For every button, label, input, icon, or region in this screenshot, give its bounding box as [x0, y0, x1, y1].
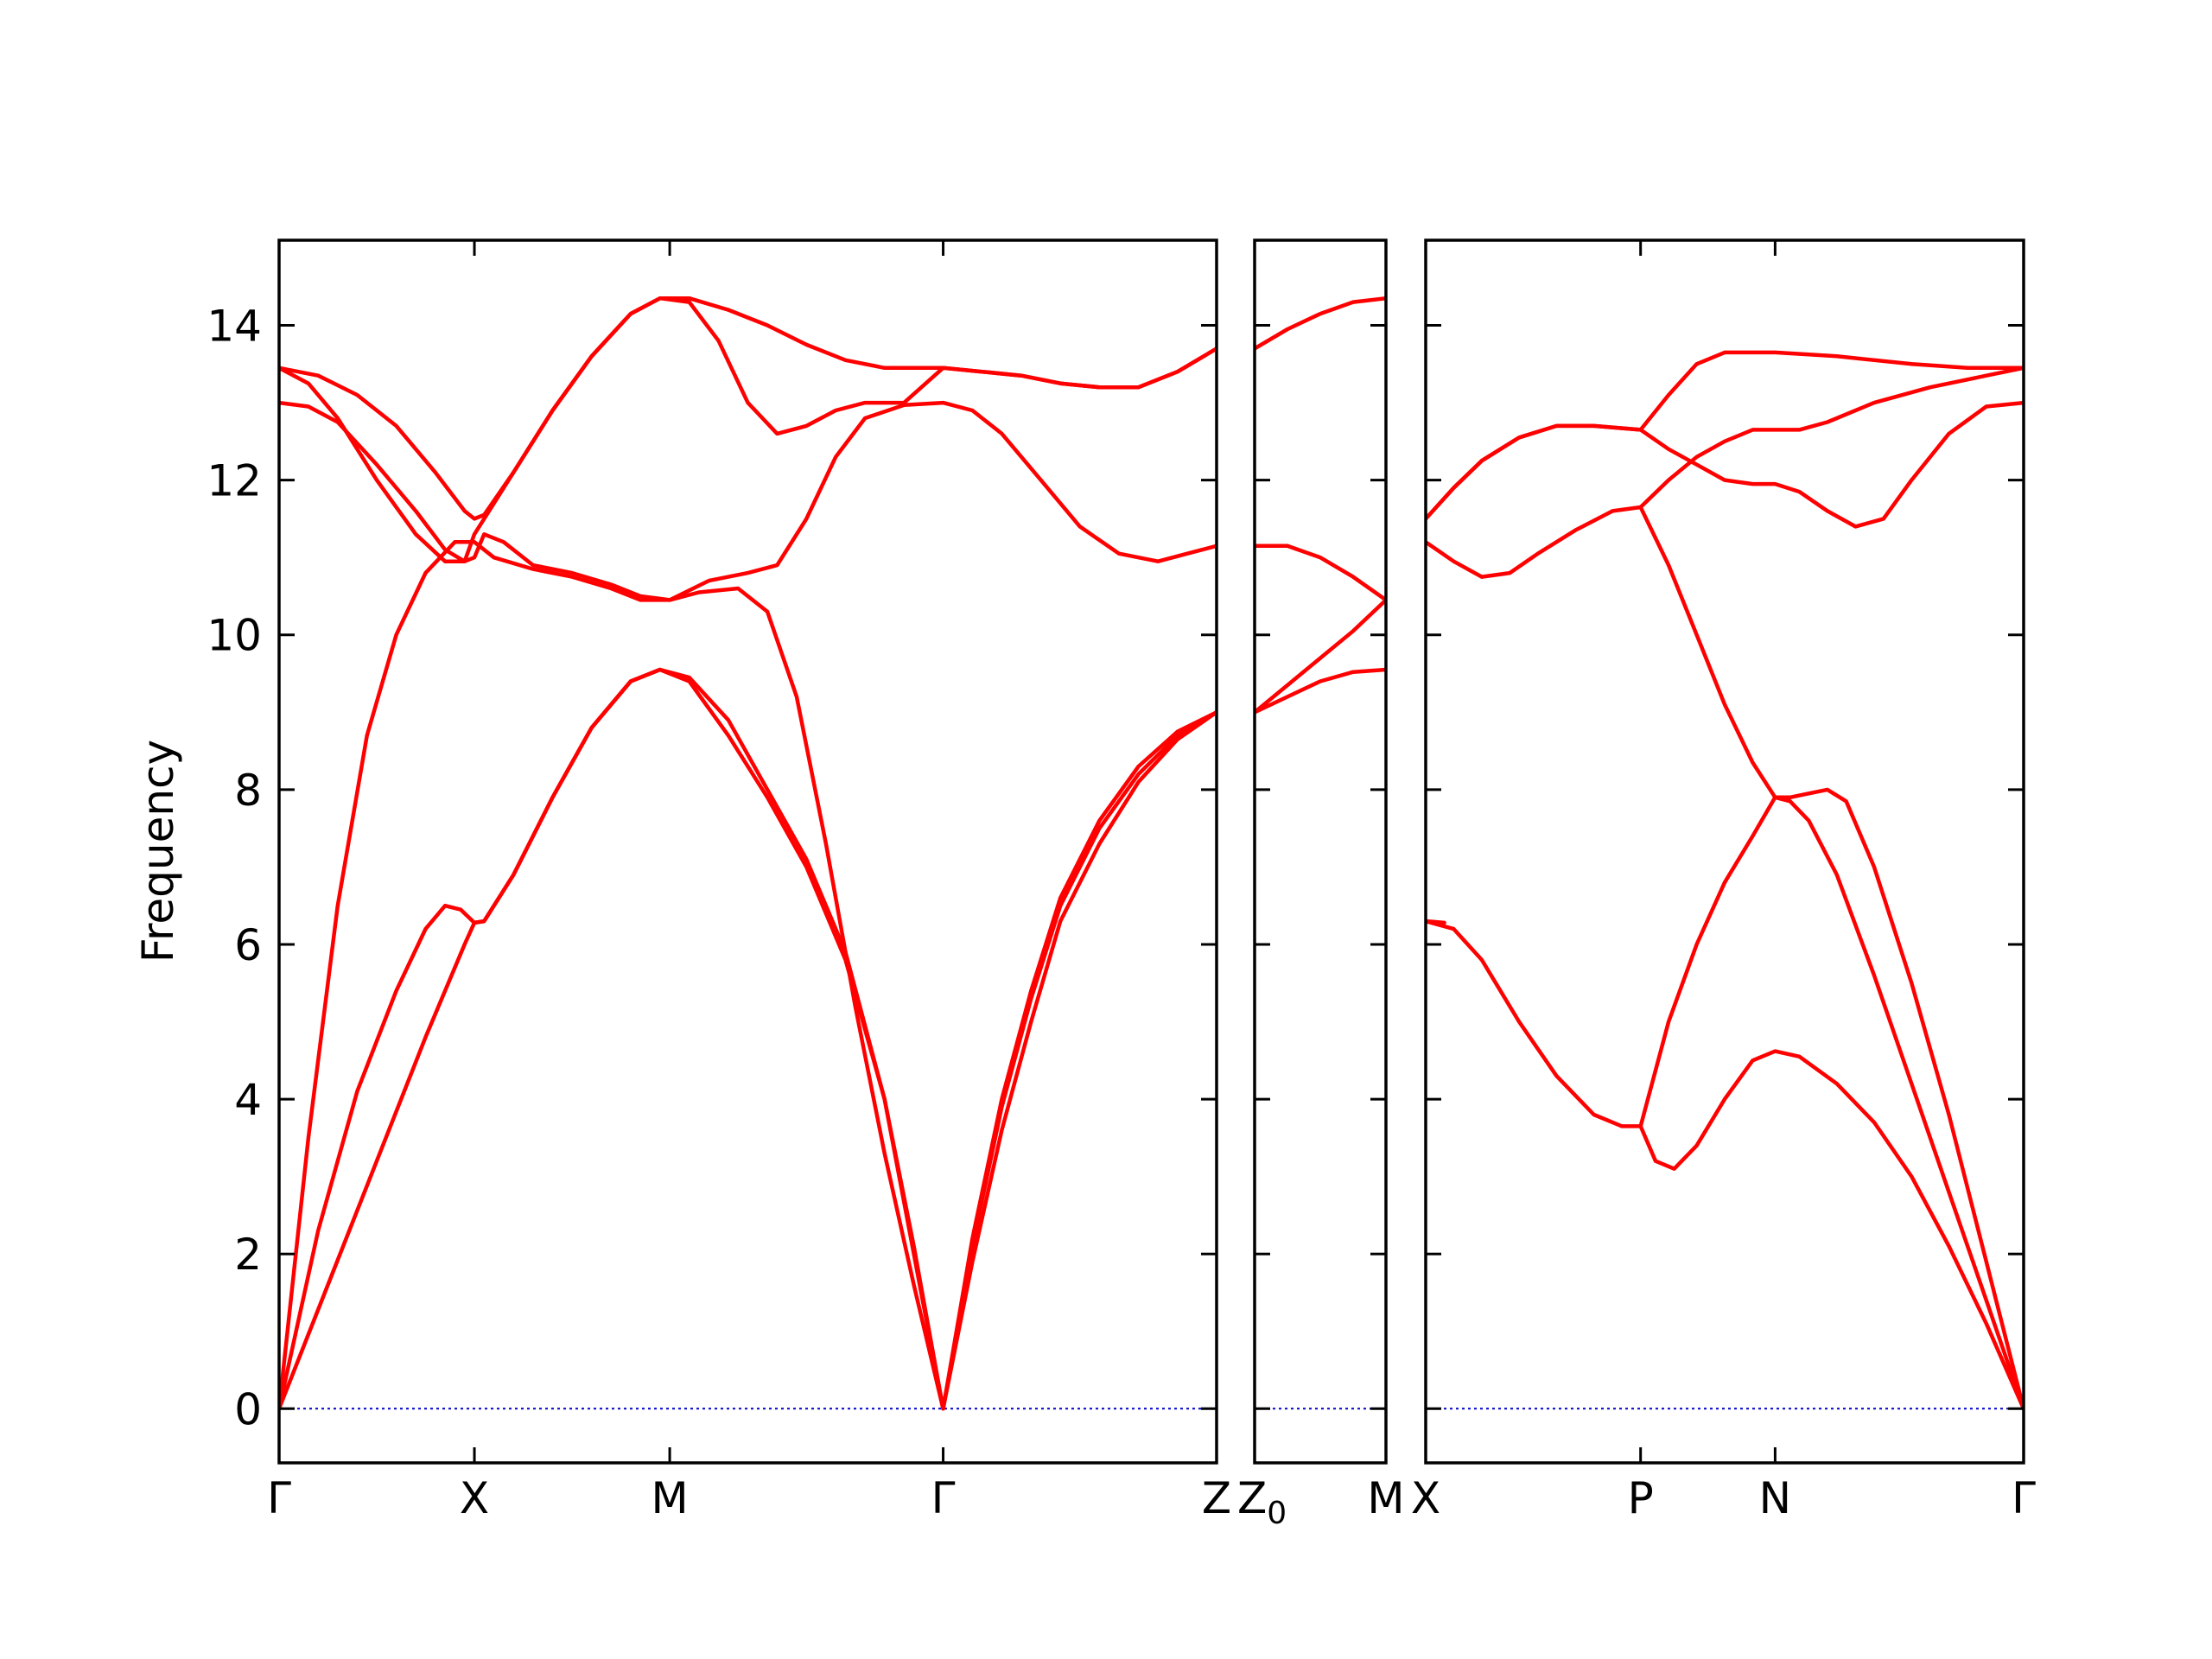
y-tick-label: 6 — [234, 920, 262, 970]
band-7 — [1638, 365, 2024, 510]
band-6 — [1638, 795, 2024, 1411]
x-tick-label: X — [1411, 1473, 1440, 1523]
y-tick-label: 4 — [234, 1075, 262, 1125]
x-tick-label: Γ — [931, 1473, 956, 1523]
x-tick-label: Γ — [267, 1473, 291, 1523]
band-4 — [279, 400, 1217, 602]
band-1 — [279, 667, 1217, 1411]
axes-frame — [1424, 238, 2025, 1465]
x-tick-label: M — [1367, 1473, 1404, 1523]
band-1 — [1426, 918, 2024, 1411]
band-3 — [279, 540, 1217, 1411]
x-tick-label: N — [1759, 1473, 1791, 1523]
y-tick-label: 0 — [234, 1384, 262, 1434]
band-2 — [1426, 505, 2024, 1411]
axes-frame — [1253, 238, 1388, 1465]
band-2 — [279, 667, 1217, 1411]
x-tick-label: M — [652, 1473, 689, 1523]
y-tick-label: 14 — [207, 302, 262, 352]
band-2 — [1255, 598, 1386, 715]
y-axis-label: Frequency — [133, 740, 183, 963]
y-tick-label: 8 — [234, 766, 262, 816]
band-6 — [279, 296, 1217, 521]
band-3 — [1255, 543, 1386, 602]
x-tick-label: Γ — [2012, 1473, 2036, 1523]
y-tick-label: 2 — [234, 1230, 262, 1280]
band-4 — [1255, 296, 1386, 351]
band-1 — [1255, 667, 1386, 715]
band-3 — [1426, 400, 2024, 529]
x-tick-label: Z — [1202, 1473, 1231, 1523]
y-tick-label: 12 — [207, 456, 262, 506]
axes-frame — [277, 238, 1218, 1465]
band-4 — [1426, 350, 2024, 521]
x-tick-label: X — [460, 1473, 489, 1523]
y-tick-label: 10 — [207, 611, 262, 661]
x-tick-label: Z0 — [1237, 1473, 1287, 1531]
x-tick-label: P — [1628, 1473, 1654, 1523]
panel-2: Z0 M — [1237, 238, 1405, 1531]
x-tick-label-subscript: 0 — [1267, 1496, 1287, 1531]
panel-1: 0 2 4 6 8 10 12 14 Γ X M Γ Z — [207, 238, 1231, 1523]
band-5 — [1426, 918, 1446, 925]
